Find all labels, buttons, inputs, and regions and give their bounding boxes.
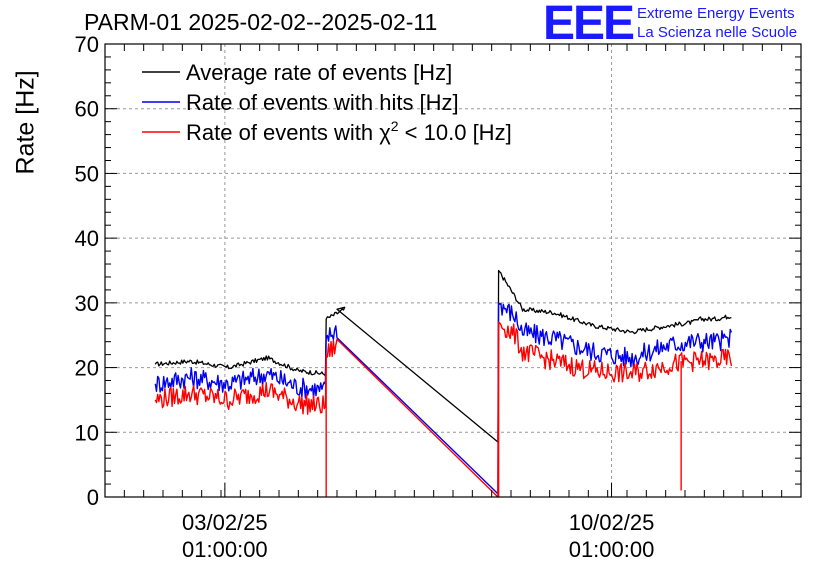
logo-caption: Extreme Energy Events La Scienza nelle S… [637,4,797,42]
legend-label: Rate of events with hits [Hz] [186,90,459,115]
y-tick-label: 0 [87,485,99,510]
logo-caption-line2: La Scienza nelle Scuole [637,24,798,41]
y-tick-label: 70 [75,32,99,57]
y-tick-label: 30 [75,291,99,316]
y-tick-label: 60 [75,97,99,122]
series-line-1 [154,302,733,495]
x-tick-label-time: 01:00:00 [569,537,655,562]
eee-logo: EEE [543,0,635,50]
x-tick-label-date: 03/02/25 [182,510,268,535]
x-tick-label-date: 10/02/25 [569,510,655,535]
series-line-2 [154,321,733,498]
logo-caption-line1: Extreme Energy Events [637,5,795,22]
y-tick-label: 40 [75,226,99,251]
y-tick-label: 10 [75,420,99,445]
legend-label: Rate of events with χ2 < 10.0 [Hz] [186,118,512,145]
chart-title: PARM-01 2025-02-02--2025-02-11 [84,9,438,35]
y-tick-label: 20 [75,356,99,381]
y-tick-label: 50 [75,161,99,186]
x-tick-label-time: 01:00:00 [182,537,268,562]
legend-label: Average rate of events [Hz] [186,60,452,85]
series-line-0 [154,269,732,443]
